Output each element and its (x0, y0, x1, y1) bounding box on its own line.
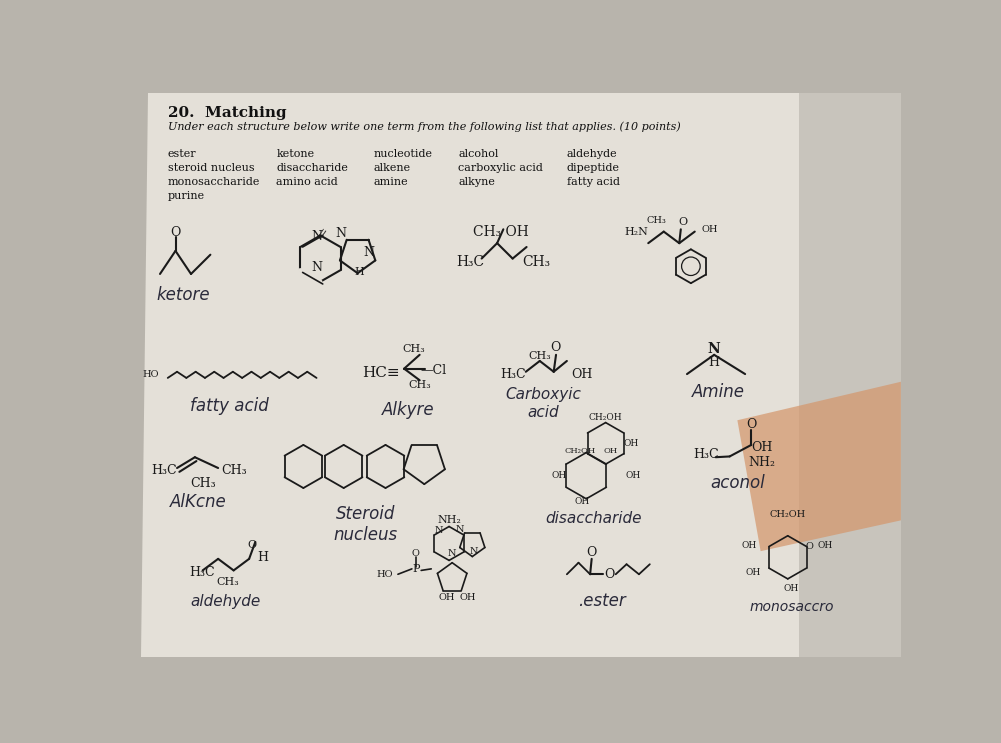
Text: aconol: aconol (710, 474, 765, 492)
Text: NH₂: NH₂ (437, 516, 461, 525)
Text: CH₂OH: CH₂OH (565, 447, 596, 455)
Text: OH: OH (752, 441, 773, 454)
Text: CH₃: CH₃ (221, 464, 246, 477)
Text: amino acid: amino acid (276, 177, 338, 187)
Text: OH: OH (552, 471, 567, 480)
Text: alkene: alkene (373, 163, 410, 173)
Text: O: O (247, 540, 256, 550)
Text: H₃C: H₃C (499, 368, 526, 380)
Text: OH: OH (575, 496, 590, 505)
Text: H: H (257, 551, 268, 564)
Text: disaccharide: disaccharide (546, 511, 643, 526)
Text: dipeptide: dipeptide (567, 163, 620, 173)
Text: CH₃: CH₃ (402, 345, 425, 354)
Text: N: N (335, 227, 346, 241)
Text: alcohol: alcohol (458, 149, 498, 159)
Text: steroid nucleus: steroid nucleus (168, 163, 254, 173)
Text: HO: HO (142, 369, 158, 379)
Text: Carboxyic
acid: Carboxyic acid (506, 387, 582, 420)
Text: H: H (709, 356, 720, 369)
Text: OH: OH (818, 541, 833, 551)
Polygon shape (738, 382, 901, 551)
Text: OH: OH (742, 541, 757, 551)
Text: H₂N: H₂N (625, 227, 649, 236)
Text: carboxylic acid: carboxylic acid (458, 163, 544, 173)
Text: O: O (170, 226, 181, 239)
Text: OH: OH (438, 593, 455, 602)
Text: 20.  Matching: 20. Matching (168, 106, 286, 120)
Text: CH₃: CH₃ (217, 577, 239, 587)
Text: O: O (605, 568, 615, 581)
Text: NH₂: NH₂ (749, 456, 776, 469)
Text: OH: OH (459, 593, 475, 602)
Text: aldehyde: aldehyde (191, 594, 261, 609)
Text: OH: OH (746, 568, 761, 577)
Text: .ester: .ester (578, 592, 626, 610)
Text: HO: HO (376, 570, 392, 579)
Text: CH₂OH: CH₂OH (589, 413, 623, 423)
Text: —Cl: —Cl (420, 364, 446, 377)
Polygon shape (140, 93, 800, 658)
Text: fatty acid: fatty acid (567, 177, 620, 187)
Text: Under each structure below write one term from the following list that applies. : Under each structure below write one ter… (168, 122, 681, 132)
Text: CH₃: CH₃ (190, 477, 215, 490)
Text: OH: OH (784, 583, 799, 593)
Text: O: O (551, 340, 561, 354)
Text: N: N (363, 246, 374, 259)
Text: CH₃ OH: CH₃ OH (473, 224, 529, 239)
Text: monosaccro: monosaccro (750, 600, 834, 614)
Text: Steroid
nucleus: Steroid nucleus (333, 505, 397, 544)
Text: O: O (411, 549, 419, 558)
Text: P: P (412, 564, 419, 574)
Text: aldehyde: aldehyde (567, 149, 618, 159)
Text: monosaccharide: monosaccharide (168, 177, 260, 187)
Text: ketone: ketone (276, 149, 314, 159)
Text: amine: amine (373, 177, 407, 187)
Text: OH: OH (572, 368, 593, 380)
Text: H₃C: H₃C (455, 256, 484, 270)
Text: O: O (587, 546, 597, 559)
Text: CH₃: CH₃ (529, 351, 552, 361)
Text: N: N (447, 549, 456, 558)
Text: H₃C: H₃C (189, 566, 215, 580)
Text: O: O (806, 542, 814, 551)
Text: ester: ester (168, 149, 196, 159)
Text: HC≡: HC≡ (362, 366, 399, 380)
Text: OH: OH (702, 225, 719, 234)
Text: N: N (312, 230, 323, 244)
Text: nucleotide: nucleotide (373, 149, 432, 159)
Text: OH: OH (624, 439, 639, 448)
Text: purine: purine (168, 191, 205, 201)
Text: fatty acid: fatty acid (190, 398, 269, 415)
Text: CH₃: CH₃ (522, 256, 550, 270)
Text: N: N (469, 547, 478, 556)
Text: alkyne: alkyne (458, 177, 495, 187)
Text: CH₂OH: CH₂OH (770, 510, 806, 519)
Text: CH₃: CH₃ (408, 380, 431, 390)
Text: N: N (708, 343, 721, 357)
Text: H: H (354, 267, 364, 277)
Text: N: N (312, 262, 323, 274)
Text: H₃C: H₃C (694, 449, 719, 461)
Text: H₃C: H₃C (151, 464, 177, 477)
Text: CH₃: CH₃ (646, 215, 666, 224)
Text: OH: OH (626, 471, 641, 480)
Text: N: N (455, 525, 464, 534)
Text: O: O (679, 217, 688, 227)
Text: N: N (434, 526, 443, 535)
Text: ketore: ketore (156, 285, 210, 303)
Text: O: O (746, 418, 757, 431)
Text: Alkyre: Alkyre (381, 401, 434, 419)
Text: disaccharide: disaccharide (276, 163, 348, 173)
Polygon shape (800, 93, 901, 658)
Text: =: = (313, 224, 331, 241)
Text: AlKcne: AlKcne (170, 493, 227, 511)
Text: Amine: Amine (692, 383, 745, 401)
Text: OH: OH (604, 447, 619, 455)
